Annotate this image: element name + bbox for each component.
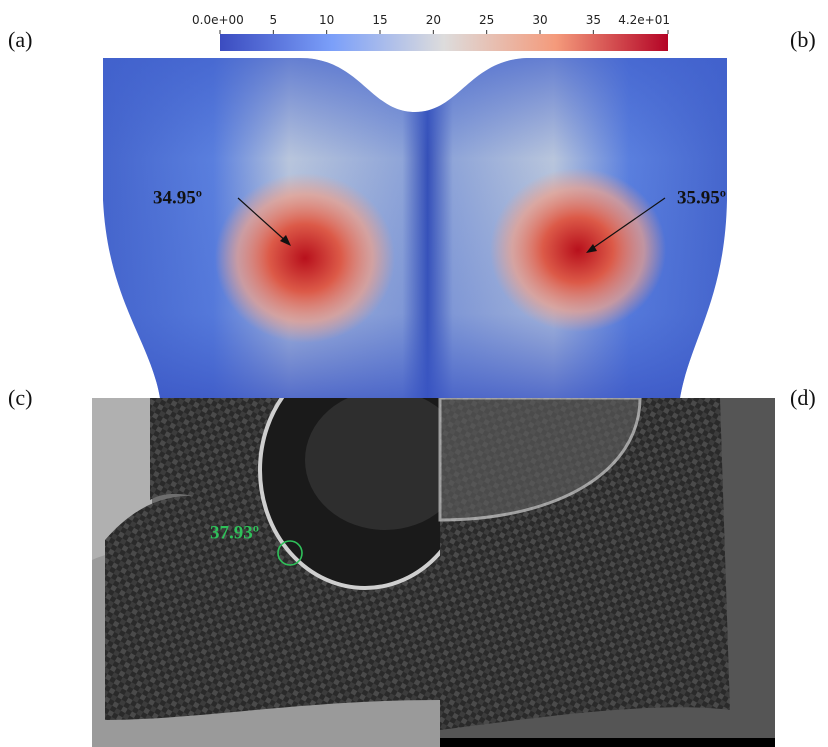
arrow [589, 197, 666, 251]
angle-annotation: 34.95º [153, 187, 202, 208]
colorbar-tick-label: 5 [270, 13, 278, 27]
colorbar-tick-label: 30 [532, 13, 547, 27]
colorbar-tick-label: 35 [586, 13, 601, 27]
colorbar-tick-label: 0.0e+00 [192, 13, 244, 27]
colorbar: 0.0e+00 5 10 15 20 25 30 35 4.2e+01 [192, 13, 670, 51]
panel-label: (a) [8, 27, 32, 52]
colorbar-tick-label: 15 [372, 13, 387, 27]
colorbar-tick-label: 10 [319, 13, 334, 27]
panel-label: (b) [790, 27, 816, 52]
colorbar-tick-label: 4.2e+01 [618, 13, 670, 27]
angle-annotation: 37.93º [210, 522, 259, 543]
colorbar-tick-label: 25 [479, 13, 494, 27]
heatmap [103, 58, 727, 398]
measurement-circle [277, 540, 303, 566]
photographs [92, 398, 775, 747]
panel-label: (c) [8, 385, 32, 410]
colorbar-tick-label: 20 [426, 13, 441, 27]
arrow-head [586, 244, 597, 253]
arrow [237, 197, 289, 244]
arrow-head [280, 235, 291, 246]
panel-label: (d) [790, 385, 816, 410]
angle-annotation: 35.95º [677, 187, 726, 208]
colorbar-gradient [220, 34, 668, 51]
